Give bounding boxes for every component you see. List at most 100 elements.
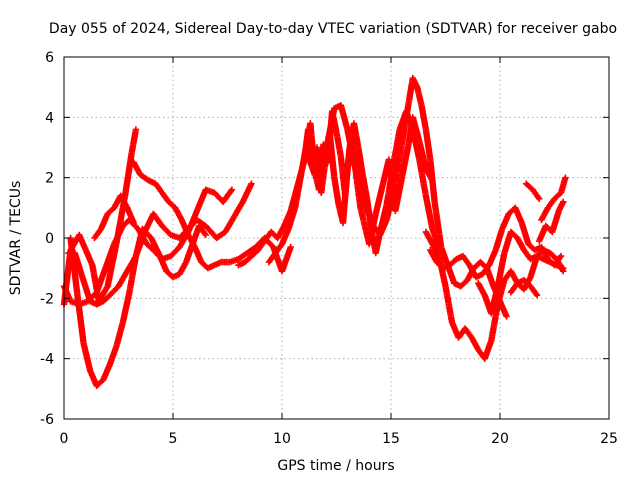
data-point-trail (120, 290, 133, 325)
data-point-trail (236, 259, 247, 268)
data-point-trail (475, 281, 488, 298)
data-point-trail (331, 176, 342, 207)
data-point-trail (427, 248, 440, 264)
data-point-trail (194, 188, 209, 213)
data-point (560, 198, 567, 205)
data-point-trail (423, 230, 435, 246)
data-point-trail (153, 182, 165, 195)
data-point-trail (318, 139, 331, 168)
series-track-16 (507, 277, 541, 299)
data-point-trail (118, 194, 130, 210)
data-point-trail (255, 239, 267, 252)
data-point-trail (80, 341, 93, 373)
data-point (287, 243, 294, 251)
data-point-trail (558, 176, 569, 195)
data-point (560, 264, 567, 272)
data-point-trail (151, 212, 165, 228)
data-point-trail (231, 200, 246, 219)
data-point-trail (522, 278, 533, 289)
data-point-trail (147, 178, 158, 187)
data-point (132, 126, 140, 133)
data-point-trail (480, 263, 492, 276)
data-point-trail (220, 187, 235, 204)
data-point-trail (533, 244, 543, 253)
data-point-trail (442, 284, 455, 325)
data-series (60, 74, 569, 390)
data-point-trail (548, 251, 559, 262)
data-point-trail (138, 172, 151, 183)
data-point-trail (528, 284, 540, 298)
data-point-trail (399, 142, 412, 180)
data-point-trail (427, 157, 438, 204)
data-point (202, 231, 209, 239)
data-point-trail (447, 257, 459, 268)
x-tick-label: 5 (169, 431, 178, 447)
series-track-9 (304, 74, 510, 320)
data-point-trail (101, 293, 112, 304)
series-track-6 (91, 192, 137, 242)
y-tick-label: -4 (40, 352, 54, 368)
data-point (248, 180, 255, 187)
y-tick-label: 4 (45, 110, 54, 126)
data-point-trail (159, 191, 171, 204)
data-point (536, 195, 543, 202)
data-point-trail (92, 227, 104, 240)
data-point-trail (107, 344, 119, 367)
data-point-trail (509, 229, 520, 240)
data-point-trail (197, 224, 208, 237)
data-point-trail (160, 224, 173, 237)
data-point-trail (212, 259, 223, 268)
data-point-trail (166, 199, 178, 210)
axis-ticks: 0 5 10 15 20 25 -6 -4 -2 0 2 4 6 (40, 50, 618, 447)
data-point-trail (383, 164, 397, 207)
data-point-trail (94, 266, 109, 294)
data-point-trail (312, 163, 324, 177)
data-point-trail (116, 269, 130, 288)
data-point-trail (332, 102, 343, 111)
data-point-trail (344, 127, 357, 165)
data-point-trail (552, 190, 563, 201)
data-point-trail (530, 188, 542, 201)
y-axis-label: SDTVAR / TECUs (8, 181, 24, 296)
data-point (503, 313, 510, 320)
x-axis-label: GPS time / hours (277, 458, 394, 474)
data-point-trail (392, 176, 405, 213)
data-point-trail (305, 154, 318, 177)
series-track-15 (536, 198, 567, 245)
data-point-trail (338, 103, 351, 131)
data-point-trail (342, 145, 353, 198)
data-point-trail (266, 251, 278, 264)
data-point-trail (245, 244, 258, 256)
data-point (130, 219, 137, 227)
y-tick-label: -2 (40, 291, 54, 307)
data-point-trail (492, 227, 505, 252)
data-point-trail (172, 206, 185, 222)
data-point-trail (430, 242, 442, 258)
data-point-trail (131, 160, 143, 177)
data-point-trail (240, 182, 254, 204)
data-point-trail (454, 253, 465, 262)
data-point-trail (548, 259, 559, 268)
data-point-trail (508, 281, 520, 294)
data-point-trail (273, 242, 285, 255)
data-point-trail (488, 302, 501, 343)
data-point-trail (390, 127, 403, 168)
data-point-trail (515, 277, 526, 286)
y-tick-label: 0 (45, 231, 54, 247)
data-point-trail (285, 206, 298, 231)
data-point-trail (416, 158, 429, 198)
data-point-trail (144, 242, 156, 253)
data-point-trail (390, 154, 403, 195)
data-point-trail (222, 215, 237, 234)
data-point-trail (195, 217, 208, 229)
data-point-trail (94, 377, 106, 388)
data-point-trail (107, 284, 121, 298)
data-point-trail (524, 181, 535, 192)
x-tick-label: 15 (382, 431, 400, 447)
data-point-trail (185, 233, 198, 249)
data-point-trail (95, 298, 105, 307)
data-point (533, 292, 541, 299)
series-track-5 (130, 159, 294, 275)
data-point-trail (460, 254, 472, 267)
